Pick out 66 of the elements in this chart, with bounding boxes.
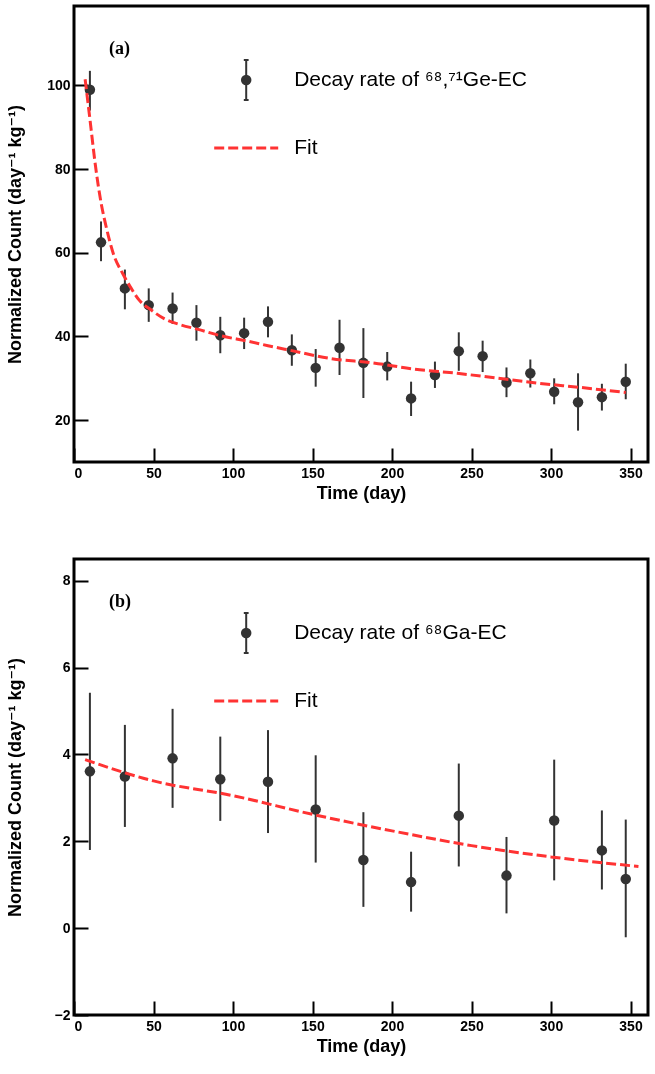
point bbox=[596, 845, 608, 856]
point bbox=[596, 391, 608, 403]
point bbox=[119, 283, 131, 294]
x-tick-label: 150 bbox=[301, 1017, 325, 1034]
point bbox=[95, 237, 107, 248]
point bbox=[310, 362, 321, 374]
point bbox=[84, 766, 96, 777]
point bbox=[405, 393, 417, 404]
x-tick-label: 0 bbox=[74, 1017, 83, 1034]
point bbox=[572, 396, 584, 408]
x-tick-label: 350 bbox=[619, 464, 643, 481]
point bbox=[501, 870, 512, 881]
x-tick-label: 200 bbox=[380, 464, 405, 481]
point bbox=[620, 873, 631, 885]
x-tick-label: 150 bbox=[301, 464, 325, 481]
point bbox=[620, 376, 631, 387]
y-tick-label: 8 bbox=[62, 572, 71, 589]
x-axis-title: Time (day) bbox=[316, 482, 407, 503]
x-axis-title: Time (day) bbox=[316, 1035, 407, 1056]
point bbox=[548, 815, 560, 826]
legend-label: Fit bbox=[294, 688, 318, 711]
x-tick-label: 250 bbox=[460, 1017, 484, 1034]
y-tick-label: 80 bbox=[54, 160, 71, 177]
y-tick-label: −2 bbox=[54, 1006, 71, 1023]
y-tick-label: 100 bbox=[47, 76, 71, 93]
point bbox=[310, 804, 321, 815]
y-axis-title: Normalized Count (day⁻¹ kg⁻¹) bbox=[4, 104, 25, 365]
x-tick-label: 350 bbox=[619, 1017, 643, 1034]
point bbox=[334, 342, 345, 354]
x-tick-label: 300 bbox=[539, 1017, 564, 1034]
point bbox=[358, 854, 369, 866]
point bbox=[262, 316, 274, 328]
point bbox=[238, 327, 250, 339]
x-tick-label: 100 bbox=[221, 464, 246, 481]
point bbox=[167, 303, 178, 314]
x-tick-label: 0 bbox=[74, 464, 83, 481]
x-tick-label: 250 bbox=[460, 464, 484, 481]
point bbox=[167, 753, 178, 764]
annotation: (b) bbox=[109, 591, 131, 612]
y-tick-label: 40 bbox=[54, 328, 71, 344]
point bbox=[262, 776, 274, 788]
point bbox=[453, 345, 465, 357]
legend-label: Decay rate of ⁶⁸,⁷¹Ge-EC bbox=[294, 67, 528, 90]
legend-label: Decay rate of ⁶⁸Ga-EC bbox=[294, 620, 507, 643]
y-axis-title: Normalized Count (day⁻¹ kg⁻¹) bbox=[4, 657, 25, 918]
annotation: (a) bbox=[109, 38, 130, 59]
y-tick-label: 2 bbox=[62, 832, 71, 849]
point bbox=[405, 876, 417, 888]
point bbox=[191, 317, 202, 328]
legend-label: Fit bbox=[294, 135, 318, 158]
x-tick-label: 200 bbox=[380, 1017, 405, 1034]
point bbox=[215, 773, 226, 785]
y-tick-label: 60 bbox=[54, 244, 71, 261]
y-tick-label: 0 bbox=[62, 919, 71, 936]
x-tick-label: 100 bbox=[221, 1017, 246, 1034]
x-tick-label: 300 bbox=[539, 464, 564, 481]
x-tick-label: 50 bbox=[146, 464, 162, 481]
point bbox=[525, 368, 536, 379]
x-tick-label: 50 bbox=[146, 1017, 162, 1034]
point bbox=[453, 810, 465, 821]
y-tick-label: 4 bbox=[62, 745, 71, 762]
y-tick-label: 20 bbox=[54, 411, 71, 428]
point bbox=[548, 386, 560, 397]
line-series bbox=[83, 758, 640, 868]
y-tick-label: 6 bbox=[62, 659, 71, 676]
point bbox=[477, 350, 488, 362]
